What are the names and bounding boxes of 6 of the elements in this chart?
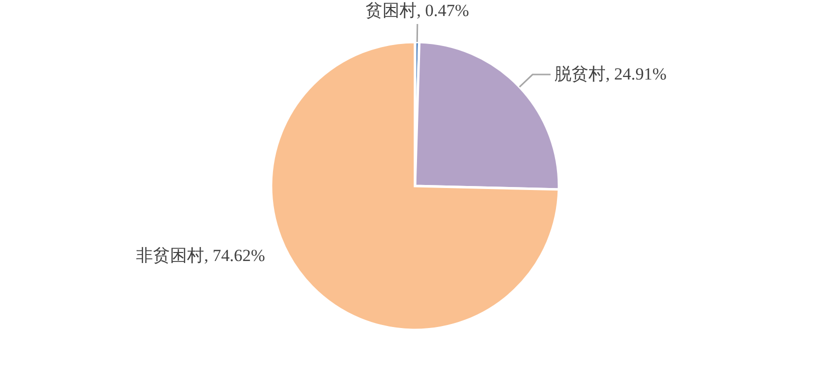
data-label: , 0.47% — [416, 1, 470, 20]
data-label: , 24.91% — [606, 64, 666, 84]
data-label: , 74.62% — [204, 246, 265, 265]
slice-label: 脱贫村 — [554, 64, 606, 84]
slice-label: 贫困村 — [366, 1, 417, 20]
slice-label: 非贫困村 — [136, 246, 204, 265]
